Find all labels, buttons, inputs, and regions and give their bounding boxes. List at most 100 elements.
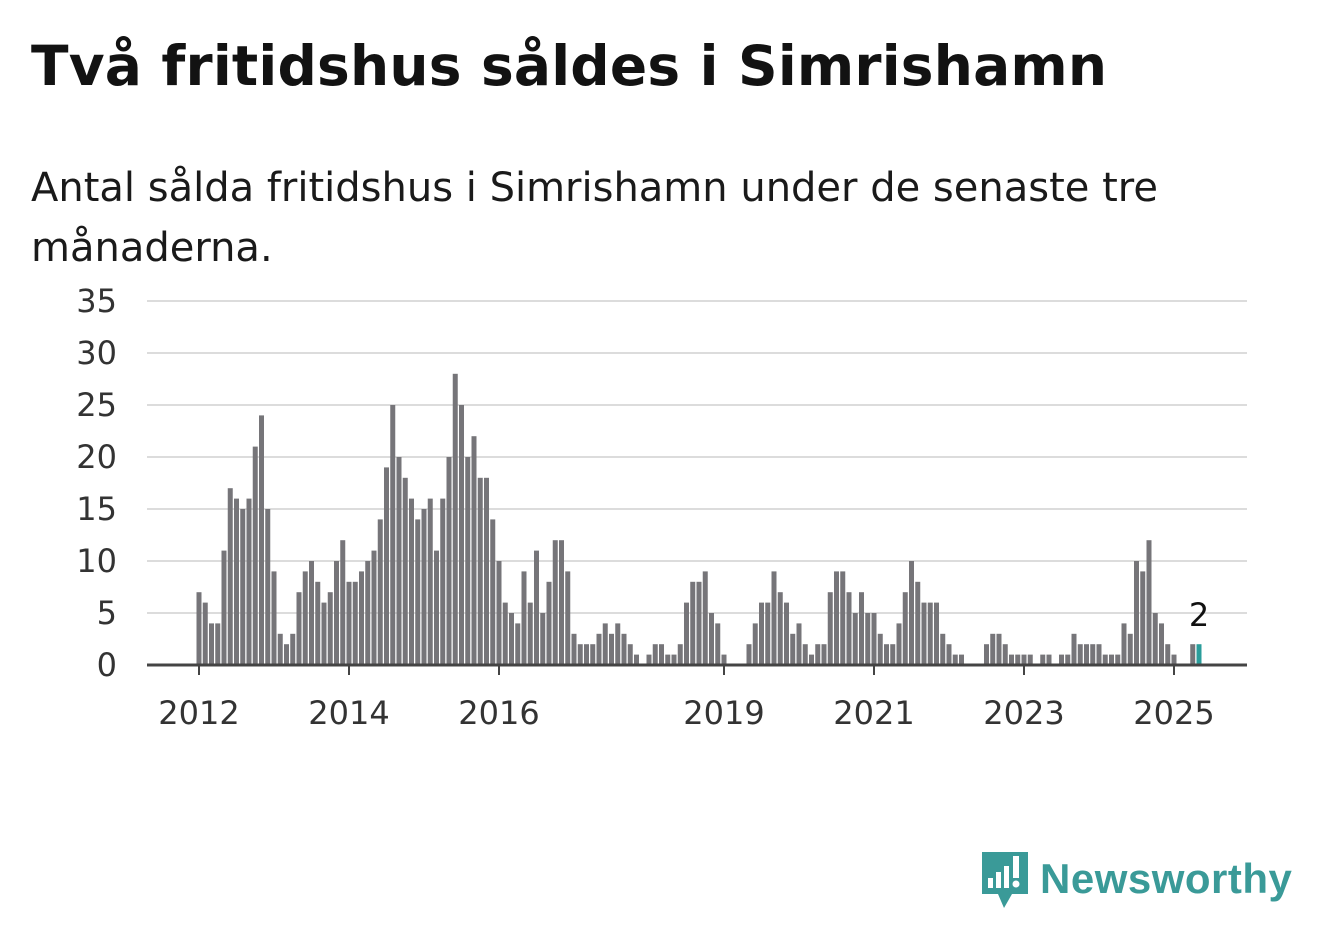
bar: [834, 571, 839, 665]
bar: [709, 613, 714, 665]
bar: [952, 654, 958, 665]
bar: [446, 457, 452, 665]
bar: [1077, 644, 1083, 665]
bar: [1102, 654, 1108, 665]
bar: [521, 571, 527, 665]
bar: [1121, 623, 1127, 665]
bar: [677, 644, 683, 665]
bar: [196, 592, 202, 665]
bar: [784, 602, 789, 665]
bar: [377, 519, 383, 665]
bar: [752, 623, 758, 665]
bar: [1171, 654, 1177, 665]
bar: [346, 581, 352, 665]
bar: [1127, 633, 1133, 665]
bar: [1021, 654, 1027, 665]
bar: [421, 509, 427, 665]
bar: [1159, 623, 1164, 665]
bar: [621, 633, 627, 665]
bar: [221, 550, 227, 665]
bar: [859, 592, 864, 665]
bar: [840, 571, 846, 665]
bar: [1084, 644, 1089, 665]
bar: [534, 550, 539, 665]
chart-title: Två fritidshus såldes i Simrishamn: [31, 34, 1108, 98]
bar: [577, 644, 583, 665]
bar: [671, 654, 677, 665]
bar: [309, 561, 314, 665]
bar: [402, 477, 408, 665]
bar: [321, 602, 327, 665]
bar: [771, 571, 777, 665]
bar: [590, 644, 596, 665]
y-tick-label: 25: [76, 386, 117, 424]
bar: [602, 623, 608, 665]
bar: [759, 602, 764, 665]
bar: [821, 644, 827, 665]
bar: [796, 623, 802, 665]
bar: [546, 581, 552, 665]
y-tick-label: 35: [76, 282, 117, 320]
bar: [202, 602, 208, 665]
bar: [940, 633, 946, 665]
bar: [246, 498, 252, 665]
x-tick-label: 2016: [458, 694, 539, 732]
bar: [352, 581, 358, 665]
bar: [234, 498, 239, 665]
bar: [1059, 654, 1064, 665]
bar: [565, 571, 571, 665]
x-tick-label: 2014: [308, 694, 389, 732]
bar: [1096, 644, 1102, 665]
bar: [996, 633, 1002, 665]
bar: [884, 644, 889, 665]
y-tick-label: 5: [97, 594, 117, 632]
bar: [215, 623, 221, 665]
bar: [665, 654, 671, 665]
bar: [1002, 644, 1008, 665]
bar: [252, 446, 258, 665]
bar: [496, 561, 502, 665]
bar: [440, 498, 446, 665]
bar: [790, 633, 796, 665]
bar: [296, 592, 302, 665]
bar: [1071, 633, 1077, 665]
bar: [809, 654, 814, 665]
bar: [946, 644, 952, 665]
bar: [1146, 540, 1152, 665]
bar: [471, 436, 477, 665]
bar: [721, 654, 727, 665]
last-value-label: 2: [1189, 596, 1209, 634]
x-tick-label: 2021: [833, 694, 914, 732]
bar: [415, 519, 421, 665]
bar: [609, 633, 614, 665]
bar: [302, 571, 308, 665]
bar: [909, 561, 914, 665]
x-tick-label: 2025: [1133, 694, 1214, 732]
y-tick-label: 30: [76, 334, 117, 372]
bar: [540, 613, 546, 665]
bar: [765, 602, 771, 665]
y-tick-label: 10: [76, 542, 117, 580]
x-tick-label: 2023: [983, 694, 1064, 732]
bar: [365, 561, 371, 665]
bar: [265, 509, 271, 665]
chart-subtitle: Antal sålda fritidshus i Simrishamn unde…: [31, 165, 1158, 271]
bar: [1027, 654, 1033, 665]
bar: [902, 592, 908, 665]
bar: [921, 602, 927, 665]
bar: [984, 644, 989, 665]
bar: [871, 613, 877, 665]
bar: [384, 467, 389, 665]
bar: [865, 613, 871, 665]
bar: [315, 581, 321, 665]
bar: [371, 550, 377, 665]
bar: [271, 571, 277, 665]
bar: [696, 581, 702, 665]
bar: [509, 613, 514, 665]
bar: [852, 613, 858, 665]
bar: [746, 644, 752, 665]
bar: [427, 498, 433, 665]
bar: [209, 623, 214, 665]
bar: [846, 592, 852, 665]
